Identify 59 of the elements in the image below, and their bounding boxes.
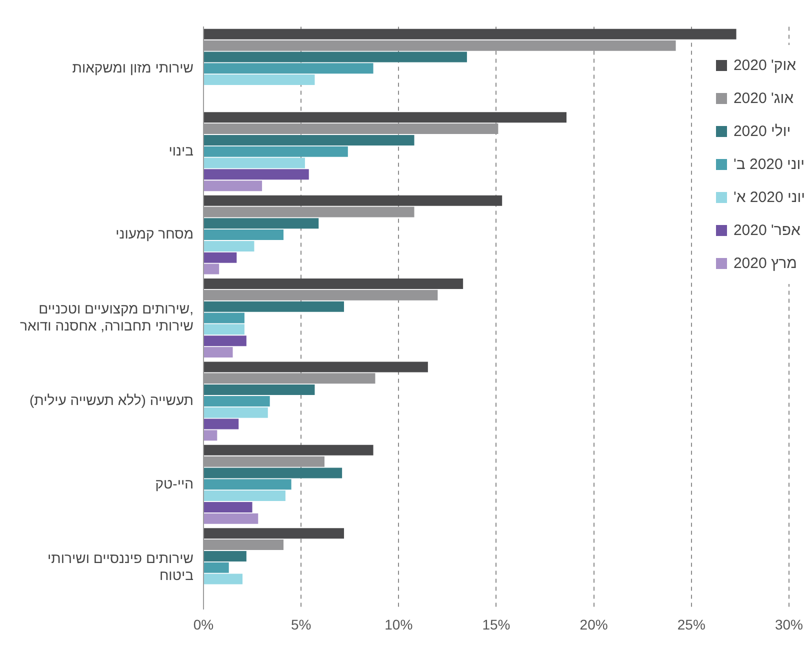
bar [204,264,220,274]
x-tick-label: 10% [384,616,413,632]
bar [204,490,286,502]
bar [204,134,414,146]
y-tick-label: שירותים פיננסיים ושירותי ביטוח [48,550,194,583]
bar [204,324,244,335]
bar [204,574,243,584]
legend-label: אוק' 2020 [733,57,796,74]
bar [204,418,239,430]
bar [204,430,218,441]
bar [204,240,254,252]
bar [204,63,374,74]
legend-label: אוג' 2020 [733,90,794,107]
bar [204,346,233,358]
y-tick-label: מסחר קמעוני [116,226,194,242]
bar [204,52,467,62]
legend-label: מרץ 2020 [733,255,797,272]
legend-label: יוני 2020 א' [733,189,805,206]
x-tick-label: 15% [482,616,510,632]
bar [204,158,305,168]
bar [204,479,292,490]
bar [204,362,428,372]
bar [204,407,268,418]
bar [204,384,315,396]
bar [204,444,374,456]
x-tick-label: 30% [774,616,804,632]
bar [204,468,342,478]
bar [204,513,258,524]
bar [204,195,502,206]
bar [204,230,284,240]
bar [204,396,270,406]
y-tick-label: שירותי מזון ומשקאות [72,59,194,76]
x-tick-label: 5% [290,616,312,632]
bar [204,528,344,539]
y-tick-label: תעשייה (ללא תעשייה עילית) [30,392,194,408]
bar [204,336,246,346]
bar [204,169,309,180]
bar [204,502,252,512]
legend-label: יולי 2020 [733,123,791,140]
y-tick-label: שירותים מקצועיים וטכניים, שירותי תחבורה, אחסנה ודואר [20,300,194,334]
bar [204,252,237,263]
legend-label: אפר' 2020 [733,222,800,239]
bar [204,278,464,290]
bar [204,180,262,192]
bar [204,112,566,123]
y-tick-label: בינוי [168,142,194,158]
bar [204,146,348,157]
legend-label: יוני 2020 ב' [733,156,805,173]
x-tick-label: 25% [677,616,706,632]
bar [204,562,229,573]
x-tick-label: 0% [193,616,214,632]
bar [204,218,319,229]
bar [204,550,246,562]
bar [204,312,244,324]
bar [204,28,736,40]
bar [204,74,315,86]
bar [204,301,344,312]
x-tick-label: 20% [580,616,608,632]
y-tick-label: היי-טק [155,475,194,492]
